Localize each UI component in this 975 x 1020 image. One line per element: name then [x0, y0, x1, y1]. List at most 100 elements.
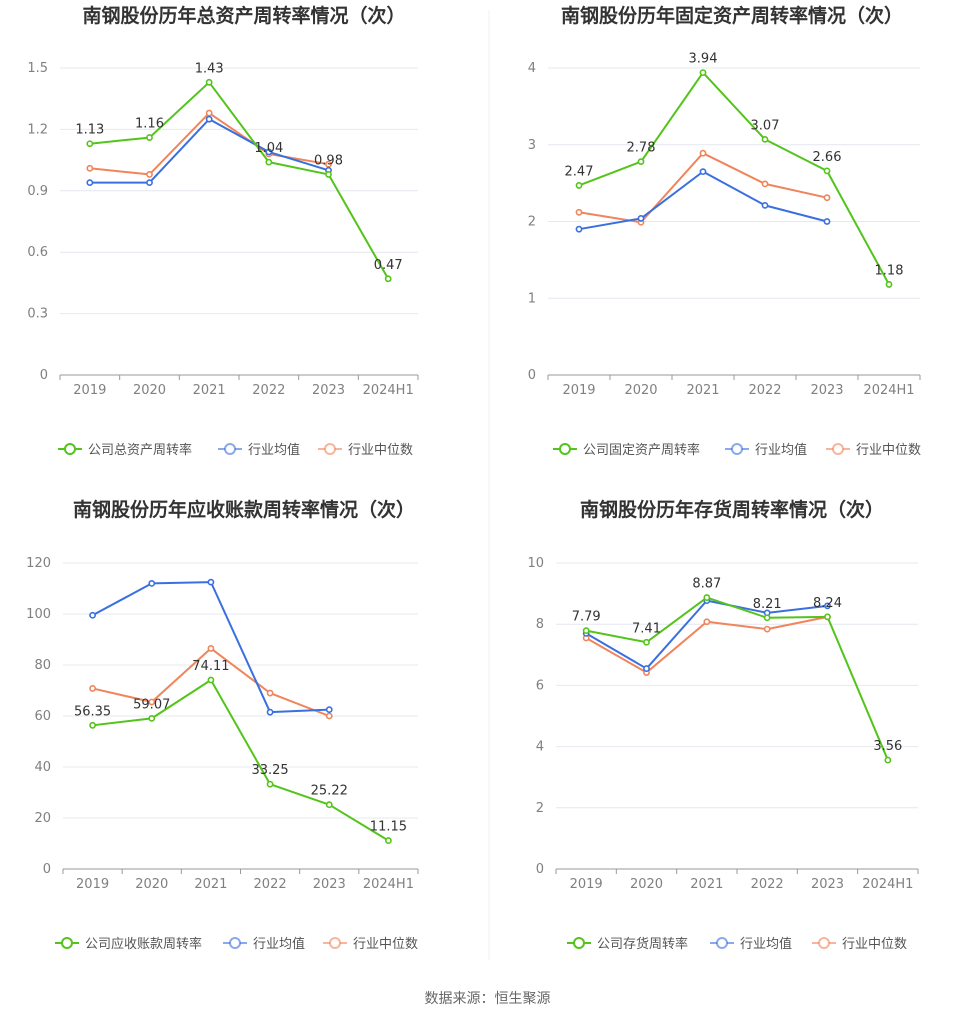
legend-marker	[64, 443, 76, 455]
series-line-avg	[89, 118, 329, 184]
chart-3: 南钢股份历年应收账款周转率情况（次） 0 20 40 60 80 100 120 2019 202…	[26, 498, 419, 952]
data-point-company	[823, 167, 831, 175]
x-tick-label: 2020	[133, 383, 166, 398]
data-point-median	[148, 698, 156, 706]
data-point-avg	[205, 115, 213, 123]
series-line-avg	[578, 170, 828, 231]
y-tick-label: 1.5	[27, 61, 48, 76]
chart-title: 南钢股份历年总资产周转率情况（次）	[82, 4, 405, 27]
series-line-company	[92, 679, 389, 842]
legend-item-company: 公司存货周转率	[567, 936, 688, 952]
data-point-avg	[699, 168, 707, 176]
data-label: 1.43	[195, 61, 224, 76]
data-point-median	[575, 208, 583, 216]
x-tick-label: 2021	[686, 383, 719, 398]
data-point-avg	[266, 708, 274, 716]
data-point-avg	[824, 602, 831, 610]
legend-item-company: 公司总资产周转率	[58, 442, 192, 458]
chart-1: 南钢股份历年总资产周转率情况（次） 0 0.3 0.6 0.9 1.2 1.5 2019 202…	[27, 4, 419, 458]
legend-item-median: 行业中位数	[318, 443, 413, 458]
legend-label: 行业中位数	[348, 443, 413, 458]
data-point-company	[205, 78, 213, 86]
legend-label: 行业中位数	[353, 937, 418, 952]
data-label: 3.07	[751, 118, 780, 133]
x-tick-label: 2023	[810, 383, 843, 398]
data-point-company	[884, 756, 892, 764]
legend-item-avg: 行业均值	[223, 936, 305, 952]
x-tick-label: 2020	[624, 383, 657, 398]
x-tick-label: 2022	[751, 877, 784, 892]
data-label: 59.07	[133, 697, 170, 712]
legend-item-avg: 行业均值	[710, 936, 792, 952]
legend-marker	[818, 937, 830, 949]
data-point-company	[148, 714, 156, 722]
data-label: 8.87	[692, 577, 721, 592]
series-line-company	[578, 71, 890, 285]
data-point-avg	[761, 201, 769, 209]
legend-item-median: 行业中位数	[812, 937, 907, 952]
data-point-median	[703, 618, 711, 626]
y-tick-label: 1	[528, 291, 536, 306]
data-point-median	[325, 160, 332, 168]
legend-item-company: 公司固定资产周转率	[553, 442, 700, 458]
y-tick-label: 120	[26, 556, 51, 571]
legend-item-median: 行业中位数	[826, 443, 921, 458]
data-source-note: 数据来源：恒生聚源	[424, 991, 551, 1007]
legend-label: 行业中位数	[856, 443, 921, 458]
data-label: 2.47	[565, 164, 594, 179]
legend-marker	[229, 937, 241, 949]
y-tick-label: 0	[40, 368, 48, 383]
data-point-company	[643, 638, 650, 646]
x-tick-label: 2019	[76, 877, 109, 892]
chart-title: 南钢股份历年固定资产周转率情况（次）	[561, 4, 903, 27]
y-tick-label: 80	[34, 658, 51, 673]
y-tick-label: 4	[536, 740, 544, 755]
y-tick-label: 10	[527, 556, 544, 571]
series-line-company	[89, 81, 390, 280]
y-tick-label: 2	[536, 801, 544, 816]
data-point-company	[761, 135, 769, 143]
data-label: 0.98	[314, 153, 343, 168]
data-point-company	[146, 134, 153, 141]
legend-label: 行业均值	[248, 442, 300, 458]
data-point-avg	[823, 218, 831, 225]
legend-marker	[559, 443, 571, 455]
data-point-company	[266, 780, 274, 788]
legend-marker	[731, 443, 743, 455]
data-label: 74.11	[192, 659, 229, 674]
chart-title: 南钢股份历年存货周转率情况（次）	[580, 498, 884, 521]
data-point-company	[89, 721, 96, 729]
data-point-company	[637, 158, 645, 166]
x-tick-label: 2021	[690, 877, 723, 892]
data-point-avg	[637, 215, 645, 222]
data-point-company	[86, 140, 94, 148]
data-point-avg	[207, 578, 215, 586]
data-point-median	[761, 180, 769, 188]
data-point-company	[325, 171, 332, 178]
x-tick-label: 2019	[570, 877, 603, 892]
data-point-median	[325, 712, 333, 720]
data-label: 3.94	[689, 52, 718, 67]
legend-marker	[224, 443, 236, 455]
legend-item-company: 公司应收账款周转率	[55, 936, 202, 952]
x-tick-label: 2019	[73, 383, 106, 398]
y-tick-label: 8	[536, 617, 544, 632]
y-tick-label: 0	[536, 862, 544, 877]
y-tick-label: 2	[528, 215, 536, 230]
y-tick-label: 3	[528, 138, 536, 153]
x-tick-label: 2023	[312, 383, 345, 398]
legend-label: 公司应收账款周转率	[85, 936, 202, 952]
y-tick-label: 0	[43, 862, 51, 877]
data-label: 8.24	[813, 596, 842, 611]
data-point-company	[703, 594, 711, 601]
data-label: 1.16	[135, 117, 164, 132]
legend-marker	[329, 937, 341, 949]
data-point-median	[823, 194, 831, 202]
data-point-company	[575, 182, 583, 189]
chart-title: 南钢股份历年应收账款周转率情况（次）	[73, 498, 415, 521]
legend-item-avg: 行业均值	[725, 442, 807, 458]
data-point-company	[207, 676, 215, 684]
data-point-avg	[148, 580, 156, 587]
legend-label: 行业均值	[253, 936, 305, 952]
legend-label: 行业中位数	[842, 937, 907, 952]
